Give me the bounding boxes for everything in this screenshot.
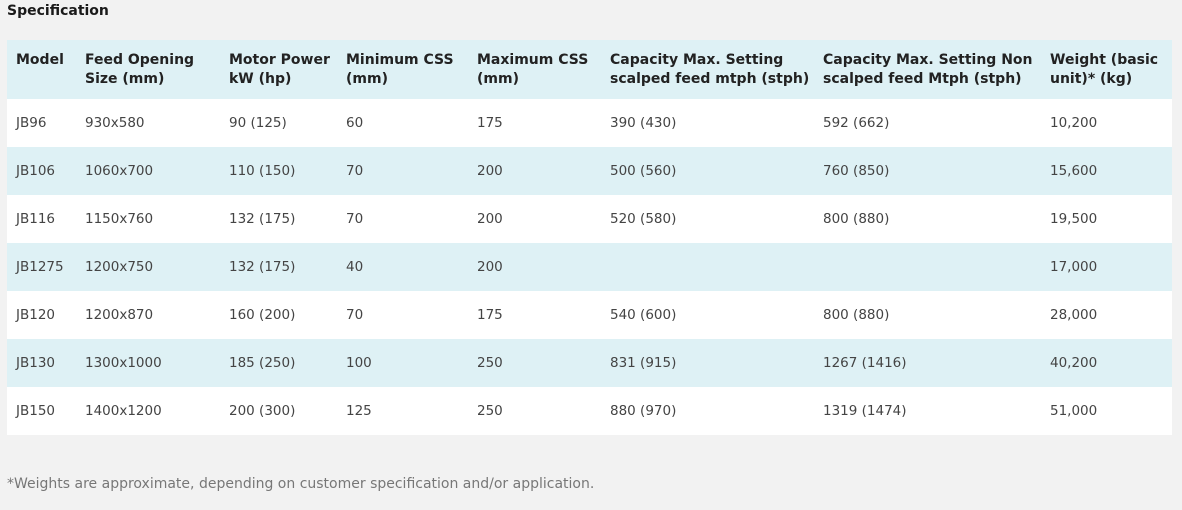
cell-feed-opening: 1200x750 <box>76 243 220 291</box>
cell-model: JB150 <box>7 387 76 435</box>
column-header-weight: Weight (basic unit)* (kg) <box>1041 40 1172 99</box>
cell-model: JB116 <box>7 195 76 243</box>
cell-capacity-scalped: 500 (560) <box>601 147 814 195</box>
cell-motor-power: 160 (200) <box>220 291 337 339</box>
cell-minimum-css: 60 <box>337 99 468 147</box>
cell-motor-power: 132 (175) <box>220 195 337 243</box>
cell-motor-power: 200 (300) <box>220 387 337 435</box>
table-row: JB150 1400x1200 200 (300) 125 250 880 (9… <box>7 387 1172 435</box>
cell-weight: 40,200 <box>1041 339 1172 387</box>
cell-maximum-css: 200 <box>468 147 601 195</box>
cell-minimum-css: 70 <box>337 147 468 195</box>
column-header-motor-power: Motor Power kW (hp) <box>220 40 337 99</box>
cell-maximum-css: 200 <box>468 195 601 243</box>
cell-motor-power: 132 (175) <box>220 243 337 291</box>
cell-capacity-non-scalped: 1319 (1474) <box>814 387 1041 435</box>
column-header-maximum-css: Maximum CSS (mm) <box>468 40 601 99</box>
column-header-capacity-scalped: Capacity Max. Setting scalped feed mtph … <box>601 40 814 99</box>
section-title: Specification <box>7 3 109 19</box>
cell-feed-opening: 1200x870 <box>76 291 220 339</box>
cell-model: JB120 <box>7 291 76 339</box>
cell-capacity-scalped: 520 (580) <box>601 195 814 243</box>
cell-weight: 19,500 <box>1041 195 1172 243</box>
cell-motor-power: 185 (250) <box>220 339 337 387</box>
header-row: Model Feed Opening Size (mm) Motor Power… <box>7 40 1172 99</box>
cell-motor-power: 110 (150) <box>220 147 337 195</box>
cell-minimum-css: 70 <box>337 195 468 243</box>
cell-feed-opening: 930x580 <box>76 99 220 147</box>
cell-model: JB130 <box>7 339 76 387</box>
cell-weight: 51,000 <box>1041 387 1172 435</box>
cell-capacity-non-scalped: 592 (662) <box>814 99 1041 147</box>
cell-capacity-non-scalped: 760 (850) <box>814 147 1041 195</box>
specification-table: Model Feed Opening Size (mm) Motor Power… <box>7 40 1172 435</box>
weight-footnote: *Weights are approximate, depending on c… <box>7 476 595 492</box>
cell-maximum-css: 175 <box>468 291 601 339</box>
cell-weight: 17,000 <box>1041 243 1172 291</box>
table-row: JB116 1150x760 132 (175) 70 200 520 (580… <box>7 195 1172 243</box>
cell-maximum-css: 250 <box>468 387 601 435</box>
cell-capacity-scalped <box>601 243 814 291</box>
table-row: JB96 930x580 90 (125) 60 175 390 (430) 5… <box>7 99 1172 147</box>
cell-feed-opening: 1150x760 <box>76 195 220 243</box>
cell-feed-opening: 1060x700 <box>76 147 220 195</box>
column-header-minimum-css: Minimum CSS (mm) <box>337 40 468 99</box>
table-row: JB1275 1200x750 132 (175) 40 200 17,000 <box>7 243 1172 291</box>
cell-minimum-css: 70 <box>337 291 468 339</box>
cell-maximum-css: 175 <box>468 99 601 147</box>
cell-motor-power: 90 (125) <box>220 99 337 147</box>
table-row: JB130 1300x1000 185 (250) 100 250 831 (9… <box>7 339 1172 387</box>
cell-maximum-css: 200 <box>468 243 601 291</box>
cell-capacity-scalped: 540 (600) <box>601 291 814 339</box>
cell-model: JB96 <box>7 99 76 147</box>
cell-capacity-scalped: 390 (430) <box>601 99 814 147</box>
cell-capacity-non-scalped: 800 (880) <box>814 291 1041 339</box>
column-header-model: Model <box>7 40 76 99</box>
cell-weight: 15,600 <box>1041 147 1172 195</box>
column-header-capacity-non-scalped: Capacity Max. Setting Non scalped feed M… <box>814 40 1041 99</box>
cell-maximum-css: 250 <box>468 339 601 387</box>
cell-capacity-scalped: 880 (970) <box>601 387 814 435</box>
cell-weight: 28,000 <box>1041 291 1172 339</box>
cell-minimum-css: 40 <box>337 243 468 291</box>
cell-model: JB1275 <box>7 243 76 291</box>
table-row: JB120 1200x870 160 (200) 70 175 540 (600… <box>7 291 1172 339</box>
cell-capacity-non-scalped <box>814 243 1041 291</box>
cell-capacity-non-scalped: 800 (880) <box>814 195 1041 243</box>
cell-feed-opening: 1300x1000 <box>76 339 220 387</box>
cell-minimum-css: 100 <box>337 339 468 387</box>
cell-weight: 10,200 <box>1041 99 1172 147</box>
table-row: JB106 1060x700 110 (150) 70 200 500 (560… <box>7 147 1172 195</box>
cell-minimum-css: 125 <box>337 387 468 435</box>
column-header-feed-opening: Feed Opening Size (mm) <box>76 40 220 99</box>
cell-capacity-non-scalped: 1267 (1416) <box>814 339 1041 387</box>
cell-feed-opening: 1400x1200 <box>76 387 220 435</box>
cell-capacity-scalped: 831 (915) <box>601 339 814 387</box>
cell-model: JB106 <box>7 147 76 195</box>
